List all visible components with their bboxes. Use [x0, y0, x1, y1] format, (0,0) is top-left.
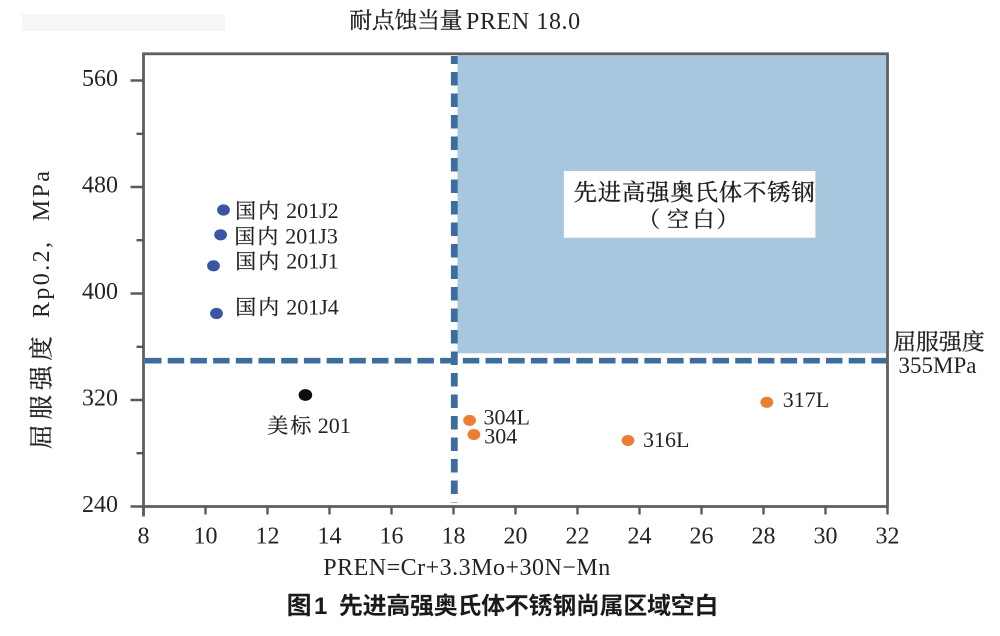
svg-text:30: 30 — [814, 524, 838, 550]
svg-text:480: 480 — [82, 172, 118, 198]
svg-text:304: 304 — [484, 424, 517, 449]
svg-text:201J3: 201J3 — [285, 224, 338, 249]
svg-text:400: 400 — [82, 279, 118, 305]
svg-text:14: 14 — [318, 524, 342, 550]
svg-text:320: 320 — [82, 385, 118, 411]
svg-text:240: 240 — [82, 492, 118, 518]
svg-text:201J4: 201J4 — [286, 295, 339, 320]
svg-text:32: 32 — [876, 524, 900, 550]
svg-text:PREN=Cr+3.3Mo+30N−Mn: PREN=Cr+3.3Mo+30N−Mn — [323, 555, 611, 581]
svg-text:PREN 18.0: PREN 18.0 — [466, 9, 581, 35]
svg-text:8: 8 — [138, 524, 150, 550]
svg-text:16: 16 — [380, 524, 404, 550]
svg-text:201J1: 201J1 — [286, 249, 339, 274]
svg-text:355MPa: 355MPa — [899, 353, 977, 378]
svg-text:201J2: 201J2 — [286, 198, 339, 223]
svg-text:201: 201 — [318, 413, 351, 438]
svg-text:1: 1 — [314, 593, 327, 620]
svg-text:Rp0.2, MPa: Rp0.2, MPa — [29, 169, 55, 318]
svg-text:26: 26 — [690, 524, 714, 550]
svg-text:560: 560 — [82, 66, 118, 92]
svg-text:10: 10 — [194, 524, 218, 550]
svg-text:22: 22 — [566, 524, 590, 550]
svg-text:28: 28 — [752, 524, 776, 550]
svg-text:317L: 317L — [783, 387, 829, 412]
svg-text:18: 18 — [442, 524, 466, 550]
svg-text:304L: 304L — [484, 404, 530, 429]
svg-text:316L: 316L — [643, 427, 689, 452]
svg-text:20: 20 — [504, 524, 528, 550]
svg-text:12: 12 — [256, 524, 280, 550]
svg-text:24: 24 — [628, 524, 652, 550]
